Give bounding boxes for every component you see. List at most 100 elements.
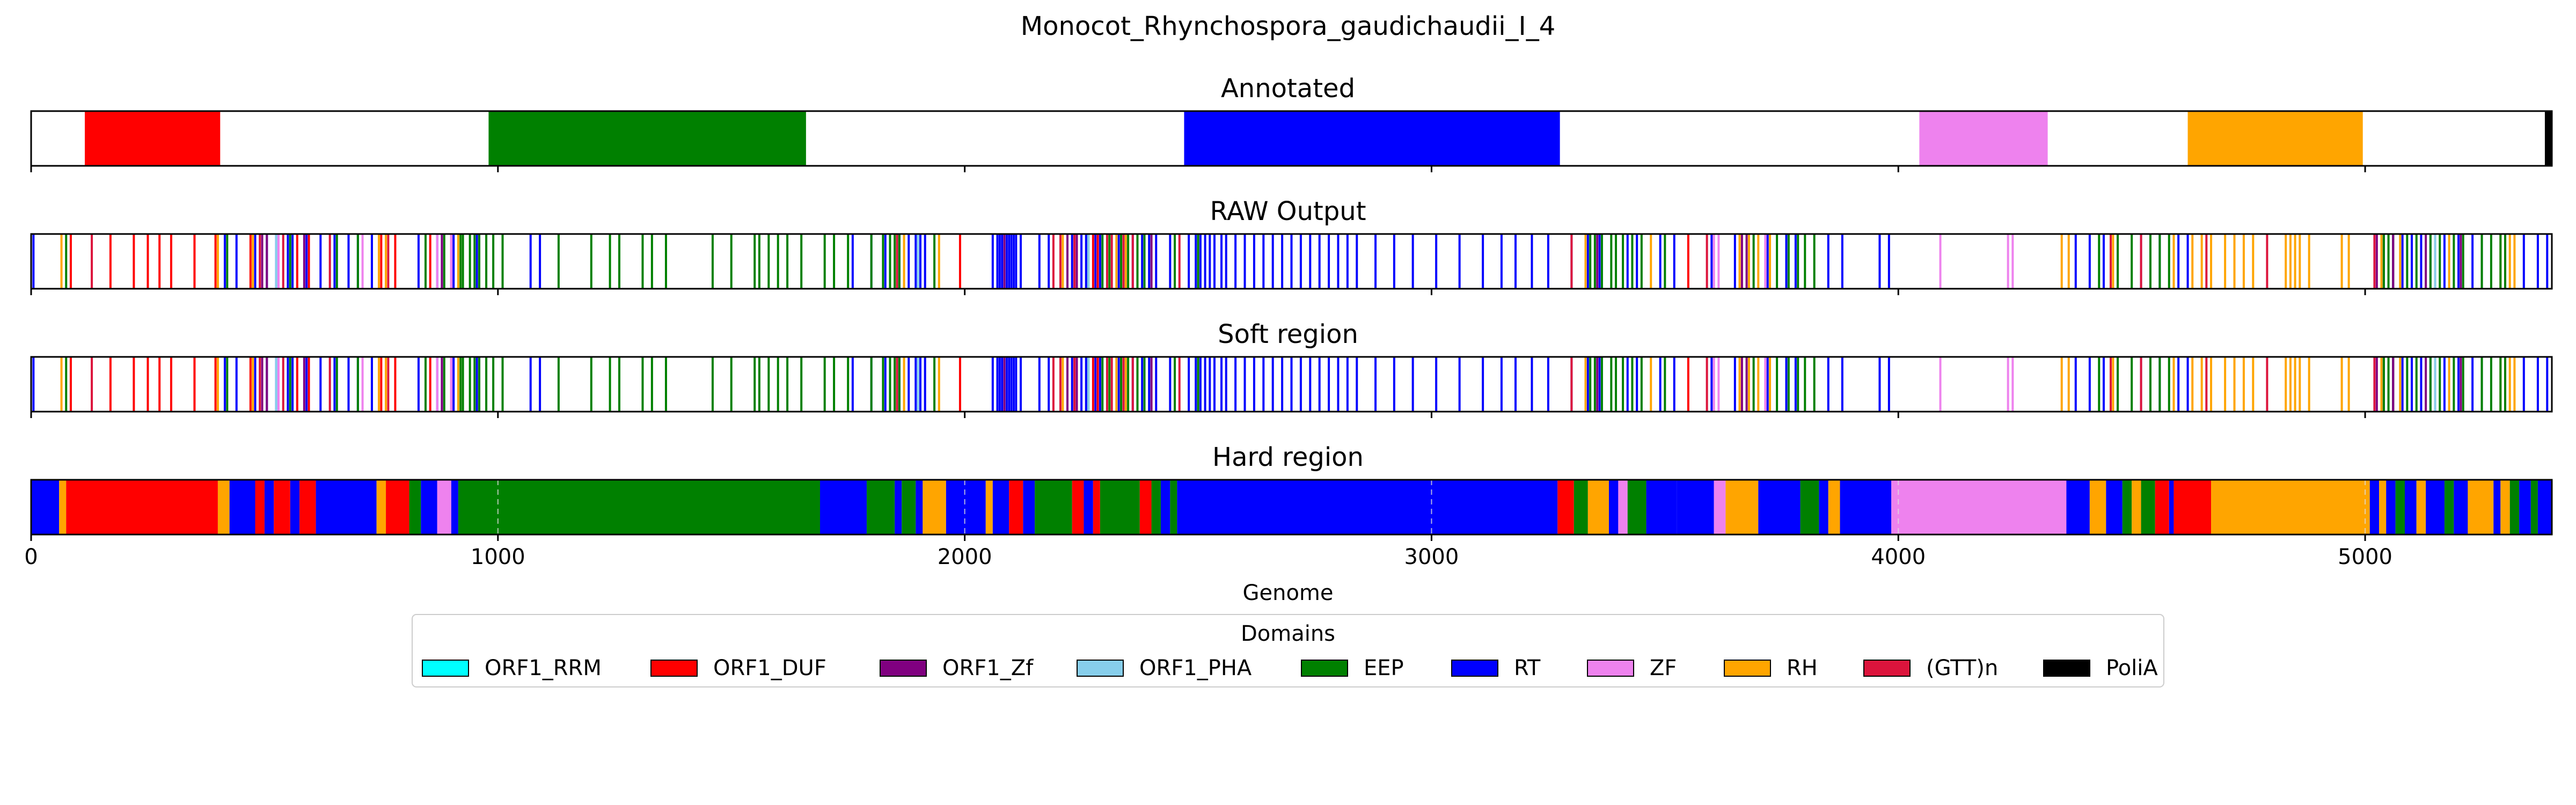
segment-rt	[916, 480, 923, 535]
panel-title: RAW Output	[1210, 196, 1366, 226]
segment-orf1-duf	[255, 480, 265, 535]
x-tick-label: 3000	[1404, 545, 1459, 569]
panel-title: Soft region	[1218, 319, 1358, 349]
segment-rh	[2089, 480, 2106, 535]
legend-entry-eep: EEP	[1301, 656, 1404, 680]
legend-label: PoliA	[2106, 656, 2158, 680]
segment-orf1-duf	[299, 480, 316, 535]
legend-label: ORF1_PHA	[1139, 656, 1252, 680]
segment-rt	[946, 480, 986, 535]
legend-swatch	[2043, 660, 2090, 677]
segment-eep	[2509, 480, 2520, 535]
segment-orf1-duf	[2174, 480, 2212, 535]
legend-swatch	[1451, 660, 1498, 677]
segment-eep	[2444, 480, 2454, 535]
segment-orf1-duf	[386, 480, 409, 535]
segment-rt	[2537, 480, 2552, 535]
legend-swatch	[422, 660, 469, 677]
segment-rh	[1725, 480, 1759, 535]
segment-rt	[451, 480, 458, 535]
x-tick-label: 2000	[938, 545, 992, 569]
segment-eep	[1627, 480, 1646, 535]
segment-rh	[1587, 480, 1609, 535]
segment-rt	[819, 480, 867, 535]
legend-entry-zf: ZF	[1587, 656, 1677, 680]
x-axis-label: Genome	[1242, 581, 1333, 605]
panel-hard-region: Hard region 0 1000 2000 3000 4000 5000	[24, 442, 2553, 569]
panel-soft-region: Soft region	[30, 319, 2553, 418]
segment-eep	[1170, 480, 1177, 535]
segment-rt	[1160, 480, 1170, 535]
segment-rh	[2132, 480, 2141, 535]
segment-rt	[1677, 480, 1714, 535]
legend-label: ZF	[1650, 656, 1677, 680]
panels: Annotated RAW Output Soft region Hard regio…	[24, 74, 2553, 569]
panel-frame	[30, 479, 2553, 536]
segment-orf1-duf	[1072, 480, 1084, 535]
panel-title: Hard region	[1212, 442, 1364, 472]
segment-zf	[437, 480, 451, 535]
segment-rt	[2169, 480, 2174, 535]
segment-rt	[895, 480, 902, 535]
legend-entry-polia: PoliA	[2043, 656, 2158, 680]
legend-label: RH	[1787, 656, 1818, 680]
segment-rh	[923, 480, 946, 535]
segment-eep	[2122, 480, 2132, 535]
panel-annotated: Annotated	[30, 74, 2553, 172]
segment-rt	[1758, 480, 1801, 535]
segment-orf1-duf	[66, 480, 218, 535]
legend-swatch	[1863, 660, 1911, 677]
legend-label: ORF1_DUF	[713, 656, 826, 680]
segment-rt	[290, 480, 300, 535]
segment-rt	[2454, 480, 2468, 535]
segment-eep	[902, 480, 916, 535]
legend-entries: ORF1_RRM ORF1_DUF ORF1_Zf ORF1_PHA EEP RT ZF RH…	[422, 656, 2158, 680]
legend-swatch	[1724, 660, 1771, 677]
segment-eep	[488, 111, 806, 166]
segment-rt	[1023, 480, 1035, 535]
segment-orf1-duf	[1009, 480, 1023, 535]
segment-rt	[1646, 480, 1677, 535]
panel-title: Annotated	[1221, 74, 1355, 104]
segment-rt	[2426, 480, 2445, 535]
segment-eep	[2141, 480, 2155, 535]
legend-entry-rt: RT	[1451, 656, 1541, 680]
legend-label: (GTT)n	[1926, 656, 1998, 680]
legend-swatch	[880, 660, 927, 677]
panel-frame	[30, 356, 2553, 413]
segment-rh	[2416, 480, 2426, 535]
segment-rt	[2493, 480, 2501, 535]
segment-rt	[2386, 480, 2396, 535]
segment-eep	[409, 480, 421, 535]
x-tick-label: 0	[24, 545, 38, 569]
legend-label: ORF1_RRM	[485, 656, 602, 680]
legend-label: RT	[1514, 656, 1541, 680]
segment-rt	[1177, 480, 1558, 535]
segment-zf	[1919, 111, 2048, 166]
segment-zf	[1714, 480, 1726, 535]
segment-rh	[1828, 480, 1840, 535]
segment-eep	[1035, 480, 1072, 535]
legend-label: EEP	[1364, 656, 1404, 680]
segment-orf1-duf	[274, 480, 290, 535]
segment-eep	[1800, 480, 1819, 535]
segment-rt	[421, 480, 437, 535]
segment-rh	[376, 480, 386, 535]
segment-rh	[2379, 480, 2387, 535]
segment-rt	[2066, 480, 2090, 535]
segment-eep	[1151, 480, 1161, 535]
figure-title: Monocot_Rhynchospora_gaudichaudii_I_4	[1021, 11, 1556, 41]
segment-polia	[2544, 111, 2552, 166]
segment-eep	[1100, 480, 1140, 535]
segment-rh	[2187, 111, 2363, 166]
segment-rt	[1184, 111, 1560, 166]
legend-swatch	[1587, 660, 1634, 677]
legend-entry-orf1-duf: ORF1_DUF	[650, 656, 826, 680]
segment-zf	[1618, 480, 1628, 535]
legend-title: Domains	[1241, 621, 1335, 646]
segment-eep	[458, 480, 820, 535]
segment-rt	[1608, 480, 1619, 535]
segment-rt	[2519, 480, 2531, 535]
segment-rt	[1840, 480, 1892, 535]
